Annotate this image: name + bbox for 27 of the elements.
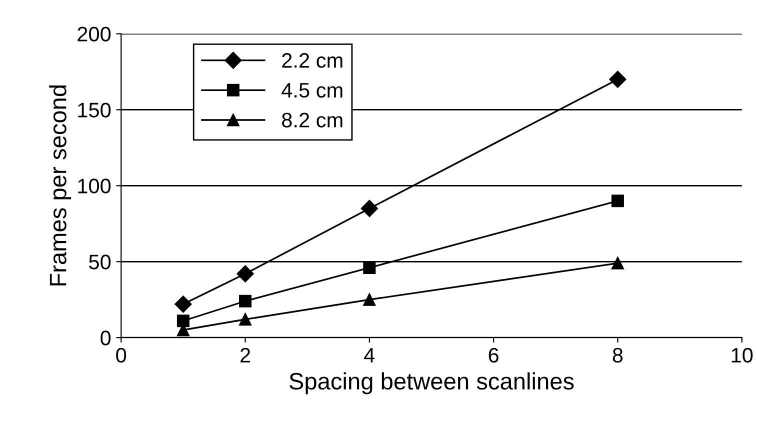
x-tick-label: 4	[364, 348, 375, 362]
x-tick-label: 10	[732, 348, 753, 363]
y-tick-label: 100	[78, 178, 111, 194]
x-tick-label: 6	[488, 348, 498, 363]
point	[174, 296, 192, 313]
point	[236, 265, 254, 282]
point	[611, 256, 624, 270]
point	[239, 294, 252, 308]
point	[363, 261, 376, 274]
y-tick-label: 200	[78, 26, 111, 42]
point	[360, 200, 378, 218]
x-tick-label: 8	[612, 348, 623, 363]
point	[176, 314, 190, 328]
legend-label: 8.2 cm	[282, 112, 342, 128]
y-axis-title: Frames per second	[49, 85, 72, 286]
y-tick-label: 0	[100, 330, 111, 346]
legend-label: 2.2 cm	[282, 53, 342, 68]
point	[611, 194, 624, 208]
point	[609, 70, 626, 88]
x-tick-label: 2	[240, 348, 250, 362]
y-tick-label: 50	[89, 254, 111, 270]
legend-label: 4.5 cm	[282, 83, 342, 98]
y-tick-label: 150	[78, 102, 111, 118]
x-tick-label: 0	[116, 348, 126, 363]
x-axis-title: Spacing between scanlines	[290, 372, 574, 394]
point	[239, 313, 252, 326]
point	[363, 293, 376, 306]
